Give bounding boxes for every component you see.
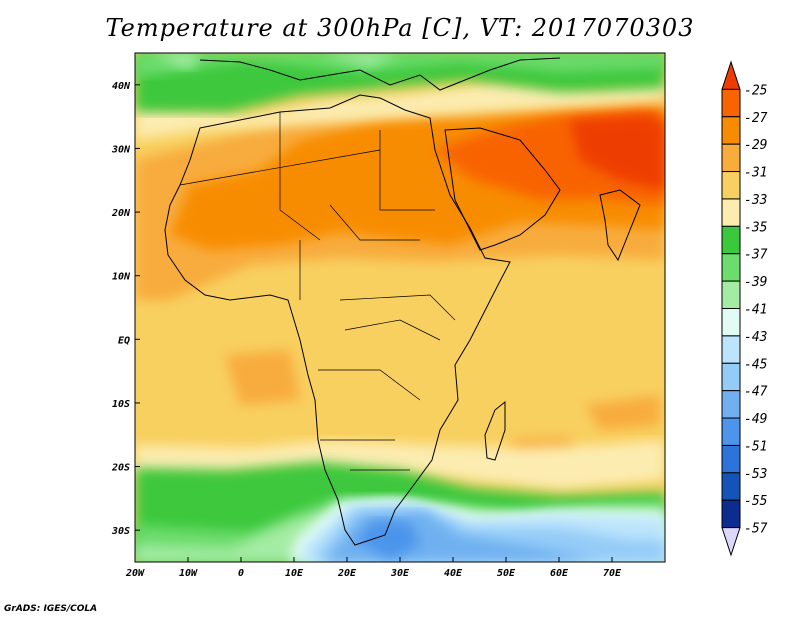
colorbar-label: -51 bbox=[744, 439, 767, 454]
lat-tick-label: 10S bbox=[112, 399, 130, 410]
colorbar: -25 -27 -29 -31 -33 -35 -37 -39 -41 -43 -45 -47 -49 -… bbox=[721, 60, 768, 557]
colorbar-label: -25 bbox=[744, 83, 768, 98]
lat-tick-label: EQ bbox=[118, 335, 130, 346]
lon-tick-label: 70E bbox=[603, 568, 622, 579]
colorbar-swatch bbox=[721, 362, 741, 392]
colorbar-swatch bbox=[721, 308, 741, 337]
madagascar-coastline bbox=[484, 400, 506, 461]
lon-tick-label: 50E bbox=[497, 568, 516, 579]
colorbar-label: -31 bbox=[744, 166, 767, 181]
credit-text: GrADS: IGES/COLA bbox=[4, 604, 98, 614]
field-minus51-south bbox=[355, 520, 420, 560]
colorbar-swatch bbox=[721, 143, 741, 173]
colorbar-swatch bbox=[721, 499, 741, 529]
colorbar-swatch bbox=[721, 198, 741, 227]
lon-tick-label: 20W bbox=[125, 568, 145, 579]
colorbar-swatch bbox=[721, 60, 741, 90]
colorbar-swatch bbox=[721, 527, 741, 557]
lat-tick-label: 20S bbox=[111, 463, 130, 474]
colorbar-label: -27 bbox=[744, 111, 768, 126]
india-coastline bbox=[599, 189, 641, 262]
colorbar-label: -47 bbox=[744, 385, 768, 400]
lat-tick-label: 30S bbox=[111, 526, 130, 537]
colorbar-swatch bbox=[721, 253, 741, 282]
lat-tick-label: 20N bbox=[111, 208, 131, 219]
lat-tick-label: 40N bbox=[112, 81, 131, 92]
lat-tick-label: 10N bbox=[112, 272, 131, 283]
lon-tick-label: 40E bbox=[444, 568, 463, 579]
arabia-coastline bbox=[444, 127, 561, 251]
africa-coastline bbox=[164, 94, 511, 546]
field-minus35-south bbox=[135, 440, 665, 490]
europe-coastline bbox=[199, 57, 561, 91]
colorbar-swatch bbox=[721, 444, 741, 474]
lon-tick-label: 10E bbox=[285, 568, 304, 579]
colorbar-swatch bbox=[721, 390, 741, 419]
field-minus31-south bbox=[225, 350, 660, 465]
lat-axis: 40N 30N 20N 10N EQ 10S 20S 30S bbox=[111, 81, 140, 537]
colorbar-label: -39 bbox=[744, 275, 767, 290]
colorbar-label: -45 bbox=[744, 357, 768, 372]
lon-tick-label: 10W bbox=[179, 568, 198, 579]
lon-axis: 20W 10W 0 10E 20E 30E 40E 50E 60E 70E bbox=[125, 557, 622, 579]
map-title: Temperature at 300hPa [C], VT: 201707030… bbox=[105, 14, 695, 42]
field-minus25 bbox=[570, 115, 665, 190]
colorbar-swatch bbox=[721, 171, 741, 200]
lon-tick-label: 30E bbox=[390, 568, 410, 579]
colorbar-label: -55 bbox=[744, 494, 768, 509]
colorbar-label: -43 bbox=[744, 330, 767, 345]
colorbar-swatch bbox=[721, 335, 741, 364]
field-minus41-north bbox=[150, 53, 400, 70]
colorbar-swatch bbox=[721, 116, 741, 145]
lon-tick-label: 0 bbox=[238, 568, 244, 579]
coastlines bbox=[164, 57, 641, 546]
colorbar-label: -49 bbox=[744, 412, 767, 427]
temperature-field bbox=[135, 53, 665, 562]
colorbar-label: -35 bbox=[744, 220, 768, 235]
lon-tick-label: 60E bbox=[550, 568, 569, 579]
colorbar-swatch bbox=[721, 280, 741, 310]
colorbar-swatch bbox=[721, 225, 741, 255]
country-borders bbox=[179, 112, 456, 471]
colorbar-label: -41 bbox=[744, 303, 767, 318]
colorbar-label: -37 bbox=[744, 248, 768, 263]
colorbar-swatch bbox=[721, 417, 741, 446]
field-minus35-north bbox=[135, 80, 665, 140]
colorbar-label: -33 bbox=[744, 193, 767, 208]
lon-tick-label: 20E bbox=[337, 568, 357, 579]
lat-tick-label: 30N bbox=[111, 144, 131, 155]
colorbar-swatch bbox=[721, 472, 741, 501]
colorbar-label: -29 bbox=[744, 138, 767, 153]
colorbar-label: -53 bbox=[744, 467, 767, 482]
colorbar-label: -57 bbox=[744, 522, 768, 537]
colorbar-swatch bbox=[721, 88, 741, 118]
